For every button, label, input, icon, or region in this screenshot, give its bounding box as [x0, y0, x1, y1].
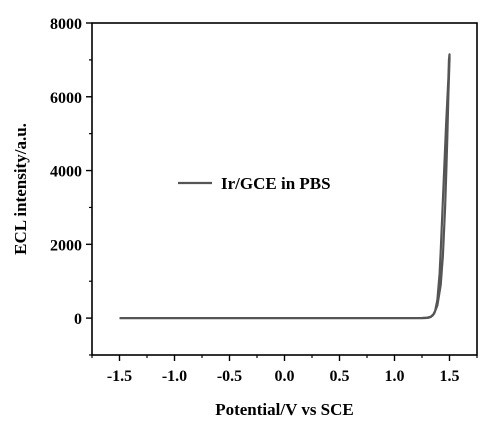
y-tick-label: 2000	[50, 237, 82, 254]
x-tick-label: 0.5	[330, 368, 350, 385]
series-line	[119, 53, 451, 320]
x-tick-label: -1.5	[107, 368, 132, 385]
y-tick-label: 0	[74, 311, 82, 328]
x-tick-label: 1.5	[440, 368, 460, 385]
legend-label: Ir/GCE in PBS	[221, 174, 331, 193]
y-axis-title: ECL intensity/a.u.	[11, 123, 30, 255]
x-tick-label: 1.0	[385, 368, 405, 385]
x-tick-label: 0.0	[275, 368, 295, 385]
y-tick-label: 4000	[50, 164, 82, 181]
y-tick-label: 8000	[50, 16, 82, 33]
y-tick-label: 6000	[50, 90, 82, 107]
x-axis-title: Potential/V vs SCE	[215, 400, 354, 419]
x-tick-label: -0.5	[217, 368, 242, 385]
x-tick-label: -1.0	[162, 368, 187, 385]
